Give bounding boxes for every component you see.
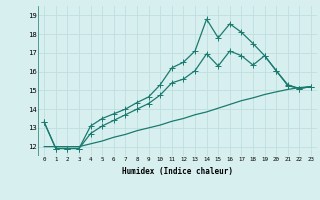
X-axis label: Humidex (Indice chaleur): Humidex (Indice chaleur) xyxy=(122,167,233,176)
